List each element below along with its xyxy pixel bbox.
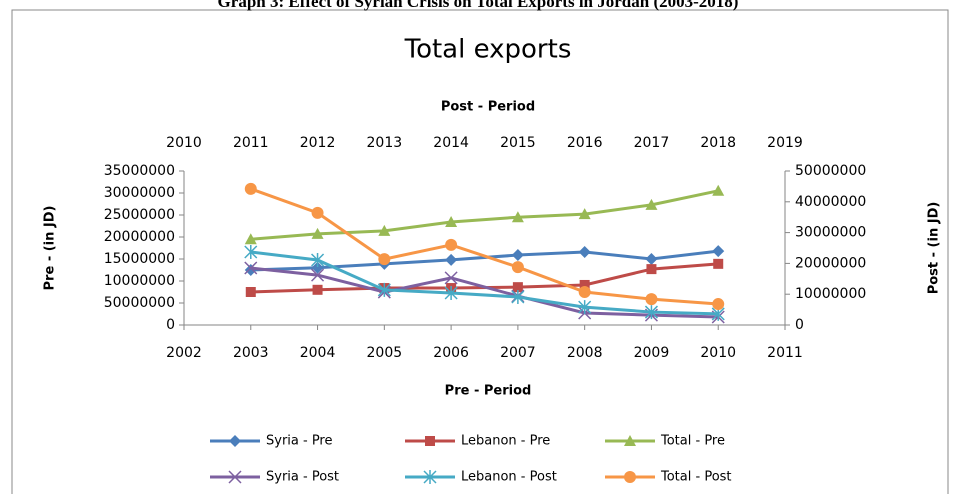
marker [311, 253, 325, 268]
marker [511, 249, 524, 262]
series-line [250, 187, 719, 306]
y2-tick-label: 20000000 [795, 255, 866, 271]
marker [578, 300, 592, 315]
x2-tick-label: 2011 [233, 135, 269, 151]
x2-tick-label: 2014 [433, 135, 469, 151]
series-line [250, 189, 719, 241]
x-tick-label: 2008 [567, 345, 603, 361]
x2-tick-label: 2017 [634, 135, 670, 151]
x-tick-label: 2002 [166, 345, 202, 361]
marker [445, 253, 458, 266]
marker [228, 470, 242, 484]
marker [425, 436, 435, 446]
y-tick-label: 20000000 [104, 229, 175, 245]
x2-tick-label: 2019 [767, 135, 803, 151]
x-tick-label: 2007 [500, 345, 536, 361]
marker [245, 287, 256, 297]
marker [445, 216, 458, 228]
x-tick-label: 2006 [433, 345, 469, 361]
x2-axis-title: Post - Period [441, 100, 535, 115]
marker [578, 245, 591, 258]
marker [644, 305, 658, 320]
marker [444, 285, 458, 300]
x2-tick-label: 2015 [500, 135, 536, 151]
marker [377, 282, 391, 297]
series-line [250, 250, 719, 316]
y-axis-title: Pre - (in JD) [43, 206, 58, 291]
marker [423, 470, 437, 484]
marker [511, 261, 524, 274]
y-tick-label: 10000000 [104, 273, 175, 289]
marker [712, 298, 725, 311]
x2-tick-label: 2010 [166, 135, 202, 151]
chart-title: Total exports [404, 35, 572, 65]
marker [378, 224, 391, 236]
y-tick-label: 15000000 [104, 251, 175, 267]
marker [645, 253, 658, 265]
marker [311, 206, 324, 219]
y-tick-label: 0 [166, 317, 175, 333]
marker [579, 279, 590, 290]
x2-tick-label: 2013 [367, 135, 403, 151]
series-line [250, 266, 719, 319]
x2-tick-label: 2016 [567, 135, 603, 151]
x2-tick-label: 2018 [700, 135, 736, 151]
legend-label: Total - Post [660, 470, 732, 485]
y-tick-label: 35000000 [104, 163, 175, 179]
marker [312, 284, 323, 295]
marker [244, 245, 258, 260]
marker [624, 471, 636, 483]
marker [645, 198, 658, 210]
marker [244, 264, 257, 276]
x-tick-label: 2003 [233, 345, 269, 361]
y2-tick-label: 0 [795, 317, 804, 333]
marker [378, 253, 391, 266]
y-tick-label: 30000000 [104, 185, 175, 201]
marker [244, 261, 258, 275]
marker [244, 233, 257, 245]
x2-tick-label: 2012 [300, 135, 336, 151]
marker [712, 184, 725, 196]
marker [712, 245, 725, 258]
legend-label: Total - Pre [660, 434, 725, 449]
legend-label: Syria - Pre [266, 434, 333, 449]
legend-label: Lebanon - Post [461, 470, 557, 485]
y2-axis-title: Post - (in JD) [927, 202, 942, 295]
marker [511, 211, 524, 223]
marker [311, 261, 324, 274]
x-tick-label: 2011 [767, 345, 803, 361]
marker [578, 208, 591, 220]
marker [311, 268, 325, 282]
y2-tick-label: 40000000 [795, 194, 866, 210]
x-axis-title: Pre - Period [445, 384, 532, 399]
y2-tick-label: 10000000 [795, 286, 866, 302]
marker [645, 293, 658, 306]
marker [311, 227, 324, 239]
y2-tick-label: 50000000 [795, 163, 866, 179]
legend-label: Syria - Post [266, 470, 339, 485]
marker [578, 286, 591, 299]
marker [713, 258, 724, 269]
marker [229, 435, 241, 447]
x-tick-label: 2005 [367, 345, 403, 361]
x-tick-label: 2010 [700, 345, 736, 361]
marker [624, 435, 636, 446]
marker [512, 282, 523, 293]
marker [511, 289, 525, 304]
y-tick-label: 25000000 [104, 207, 175, 223]
x-tick-label: 2009 [634, 345, 670, 361]
x-tick-label: 2004 [300, 345, 336, 361]
caption: Graph 3: Effect of Syrian Crisis on Tota… [218, 0, 739, 11]
chart-frame [11, 9, 949, 494]
legend-label: Lebanon - Pre [461, 434, 550, 449]
y2-tick-label: 30000000 [795, 225, 866, 241]
marker [445, 238, 458, 251]
marker [646, 264, 657, 275]
marker [244, 182, 257, 195]
y-tick-label: 50000000 [104, 295, 175, 311]
marker [444, 271, 458, 285]
